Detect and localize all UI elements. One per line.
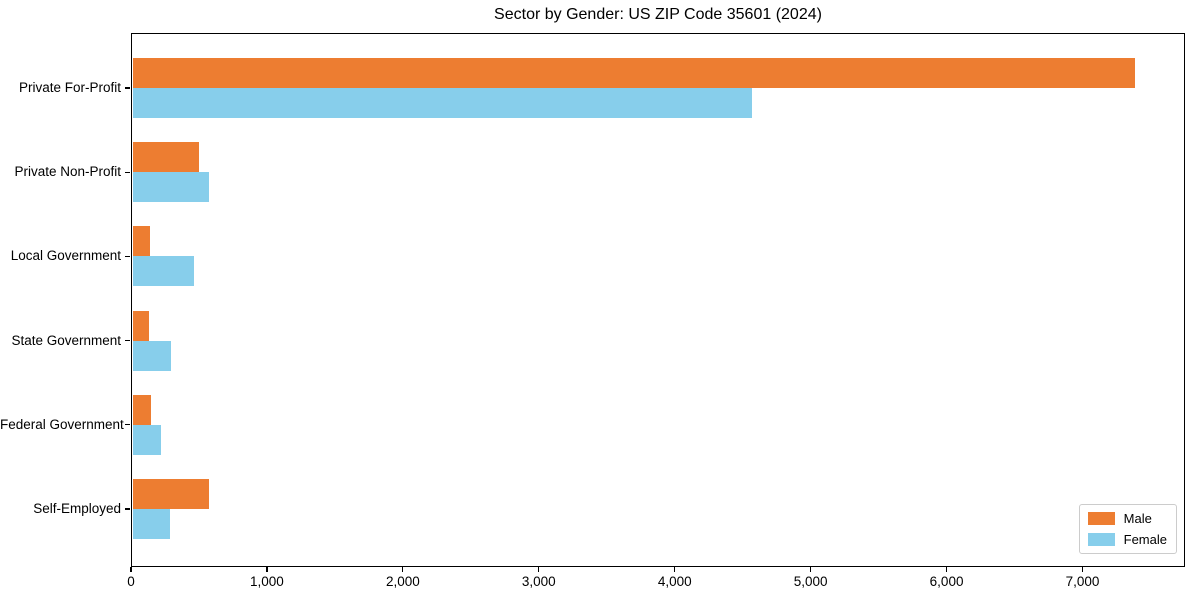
y-tick-mark <box>125 340 130 342</box>
legend: Male Female <box>1078 504 1177 554</box>
x-tick-label: 4,000 <box>657 574 692 589</box>
y-axis-label: State Government <box>11 332 121 348</box>
bar-female-5 <box>132 509 171 539</box>
x-tick-mark <box>538 567 540 572</box>
legend-label-female: Female <box>1123 532 1167 547</box>
legend-item-male: Male <box>1087 511 1167 526</box>
x-tick-label: 5,000 <box>793 574 828 589</box>
x-tick-mark <box>810 567 812 572</box>
y-axis-label: Federal Government <box>0 416 124 432</box>
y-axis-label: Private For-Profit <box>18 80 121 95</box>
legend-item-female: Female <box>1087 532 1167 547</box>
bar-male-0 <box>132 58 1135 88</box>
y-tick-mark <box>125 171 130 173</box>
x-tick-label: 3,000 <box>521 574 556 589</box>
legend-swatch-male <box>1087 512 1115 525</box>
plot-area: Male Female <box>131 33 1185 567</box>
x-tick-label: 1,000 <box>250 574 284 589</box>
y-axis-label: Self-Employed <box>33 501 121 516</box>
y-tick-mark <box>125 424 130 426</box>
x-tick-label: 6,000 <box>929 574 964 589</box>
y-tick-mark <box>125 255 130 257</box>
x-tick-label: 0 <box>127 574 135 589</box>
y-tick-mark <box>125 87 130 89</box>
legend-swatch-female <box>1087 533 1115 546</box>
bar-male-2 <box>132 226 151 257</box>
bar-male-1 <box>132 142 199 173</box>
bar-female-3 <box>132 340 172 371</box>
bar-male-4 <box>132 394 151 425</box>
bar-female-4 <box>132 424 161 455</box>
bar-male-3 <box>132 310 149 341</box>
x-tick-mark <box>945 567 948 572</box>
x-tick-label: 2,000 <box>385 574 420 589</box>
legend-label-male: Male <box>1123 511 1152 526</box>
y-axis-label: Local Government <box>10 248 121 264</box>
x-tick-mark <box>266 567 268 572</box>
bar-female-1 <box>132 172 210 203</box>
x-tick-mark <box>674 567 676 572</box>
x-tick-mark <box>130 567 132 572</box>
x-tick-label: 7,000 <box>1065 574 1100 589</box>
x-tick-mark <box>1081 567 1084 572</box>
chart-title: Sector by Gender: US ZIP Code 35601 (202… <box>494 6 822 23</box>
y-tick-mark <box>125 508 130 510</box>
x-tick-mark <box>402 567 404 572</box>
bar-female-0 <box>132 88 753 118</box>
bar-male-5 <box>132 479 210 509</box>
y-axis-label: Private Non-Profit <box>14 164 121 180</box>
bar-female-2 <box>132 256 195 287</box>
